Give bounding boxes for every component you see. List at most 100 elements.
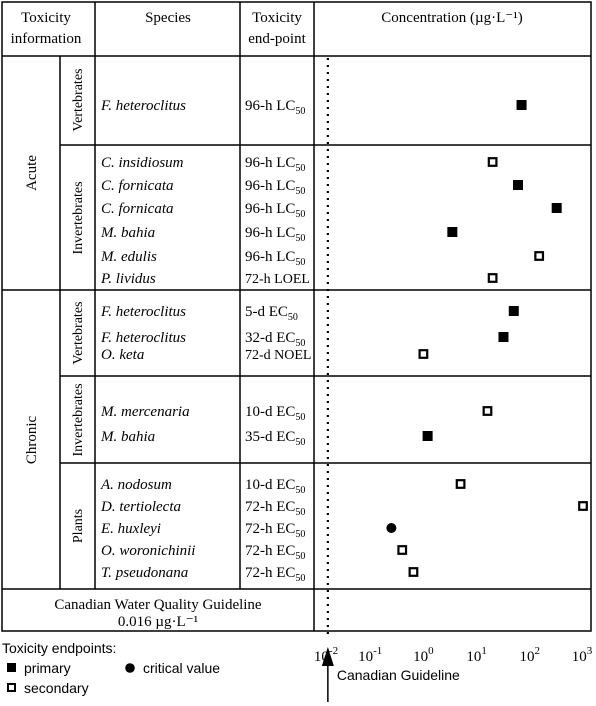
species-label: M. bahia	[100, 429, 155, 445]
legend-secondary-marker	[7, 683, 16, 692]
species-label: C. fornicata	[101, 178, 174, 194]
guideline-arrow	[321, 647, 334, 702]
legend: Toxicity endpoints: primary critical val…	[2, 640, 220, 696]
marker-secondary	[397, 545, 408, 555]
marker-secondary	[455, 479, 466, 489]
endpoint-label: 35-d EC50	[245, 429, 305, 448]
endpoint-subscript: 50	[295, 186, 305, 197]
table-header: Toxicity information Species Toxicity en…	[11, 10, 523, 47]
endpoint-subscript: 50	[295, 233, 305, 244]
header-toxicity-label: Toxicity	[21, 10, 71, 26]
endpoint-label: 72-h EC50	[245, 521, 305, 540]
x-tick-label: 100	[413, 645, 434, 665]
tick-exponent: 2	[535, 645, 541, 657]
guideline-value: 0.016 µg·L⁻¹	[118, 614, 198, 630]
endpoint-label: 32-d EC50	[245, 330, 305, 349]
x-tick-label: 103	[572, 645, 593, 665]
tick-exponent: 3	[587, 645, 593, 657]
header-information-label: information	[11, 31, 82, 47]
endpoint-label: 96-h LC50	[245, 225, 305, 244]
tick-base: 10	[413, 649, 428, 665]
endpoint-label: 72-h EC50	[245, 499, 305, 518]
endpoint-main: 96-h LC	[245, 155, 295, 171]
endpoint-main: 72-h EC	[245, 543, 295, 559]
marker-primary	[516, 100, 527, 110]
marker-secondary	[578, 501, 588, 511]
endpoint-main: 96-h LC	[245, 249, 295, 265]
tick-exponent: -2	[329, 645, 338, 657]
endpoint-subscript: 50	[288, 312, 298, 323]
endpoint-main: 10-d EC	[245, 404, 295, 420]
endpoint-main: 35-d EC	[245, 429, 295, 445]
tick-base: 10	[572, 649, 587, 665]
endpoint-label: 96-h LC50	[245, 98, 305, 117]
species-label: C. insidiosum	[101, 155, 184, 171]
endpoint-label: 72-h LOEL	[245, 272, 310, 287]
tick-base: 10	[520, 649, 535, 665]
endpoint-main: 5-d EC	[245, 304, 288, 320]
marker-primary	[551, 203, 562, 213]
marker-secondary	[482, 406, 493, 416]
endpoint-subscript: 50	[295, 106, 305, 117]
species-label: P. lividus	[100, 271, 156, 287]
tick-exponent: -1	[373, 645, 382, 657]
endpoint-subscript: 50	[295, 507, 305, 518]
marker-secondary	[487, 157, 498, 167]
endpoint-subscript: 50	[295, 209, 305, 220]
endpoint-main: 96-h LC	[245, 201, 295, 217]
tick-base: 10	[466, 649, 481, 665]
legend-primary-marker	[7, 663, 16, 672]
endpoint-main: 72-d NOEL	[245, 348, 312, 363]
endpoint-main: 96-h LC	[245, 225, 295, 241]
legend-primary-label: primary	[24, 660, 71, 676]
acute-label: Acute	[24, 155, 40, 191]
plants-label: Plants	[71, 509, 86, 543]
guideline-title: Canadian Water Quality Guideline	[54, 597, 262, 613]
species-label: O. woronichinii	[101, 543, 195, 559]
legend-critical-marker	[125, 663, 135, 673]
endpoint-main: 72-h EC	[245, 521, 295, 537]
species-label: M. mercenaria	[100, 404, 190, 420]
endpoint-label: 10-d EC50	[245, 404, 305, 423]
header-concentration-label: Concentration (µg·L⁻¹)	[381, 10, 522, 26]
endpoint-subscript: 50	[295, 412, 305, 423]
endpoint-main: 32-d EC	[245, 330, 295, 346]
marker-primary	[498, 332, 509, 342]
species-label: T. pseudonana	[101, 565, 188, 581]
endpoint-label: 96-h LC50	[245, 249, 305, 268]
species-label: M. bahia	[100, 225, 155, 241]
marker-primary	[512, 180, 523, 190]
header-endpoint-label-2: end-point	[248, 31, 306, 47]
header-endpoint-label-1: Toxicity	[252, 10, 302, 26]
endpoint-label: 72-d NOEL	[245, 348, 312, 363]
header-species-label: Species	[145, 10, 191, 26]
guideline-arrow-label: Canadian Guideline	[337, 667, 460, 683]
endpoint-label: 5-d EC50	[245, 304, 298, 323]
species-label: O. keta	[101, 347, 144, 363]
endpoint-main: 72-h EC	[245, 499, 295, 515]
species-label: F. heteroclitus	[100, 98, 186, 114]
endpoint-label: 96-h LC50	[245, 155, 305, 174]
species-label: C. fornicata	[101, 201, 174, 217]
marker-secondary	[408, 567, 419, 577]
endpoint-subscript: 50	[295, 485, 305, 496]
acute-invertebrates-label: Invertebrates	[71, 181, 86, 254]
endpoint-subscript: 50	[295, 529, 305, 540]
species-label: F. heteroclitus	[100, 330, 186, 346]
marker-secondary	[534, 251, 545, 261]
endpoint-main: 72-h EC	[245, 565, 295, 581]
endpoint-subscript: 50	[295, 163, 305, 174]
chronic-label: Chronic	[24, 415, 40, 464]
x-tick-label: 101	[466, 645, 487, 665]
table-frame	[1, 1, 592, 632]
acute-vertebrates-label: Vertebrates	[71, 69, 86, 132]
chronic-invertebrates-label: Invertebrates	[71, 383, 86, 456]
marker-secondary	[418, 349, 429, 359]
endpoint-main: 96-h LC	[245, 178, 295, 194]
endpoint-subscript: 50	[295, 257, 305, 268]
endpoint-label: 96-h LC50	[245, 201, 305, 220]
endpoint-subscript: 50	[295, 437, 305, 448]
endpoint-main: 96-h LC	[245, 98, 295, 114]
